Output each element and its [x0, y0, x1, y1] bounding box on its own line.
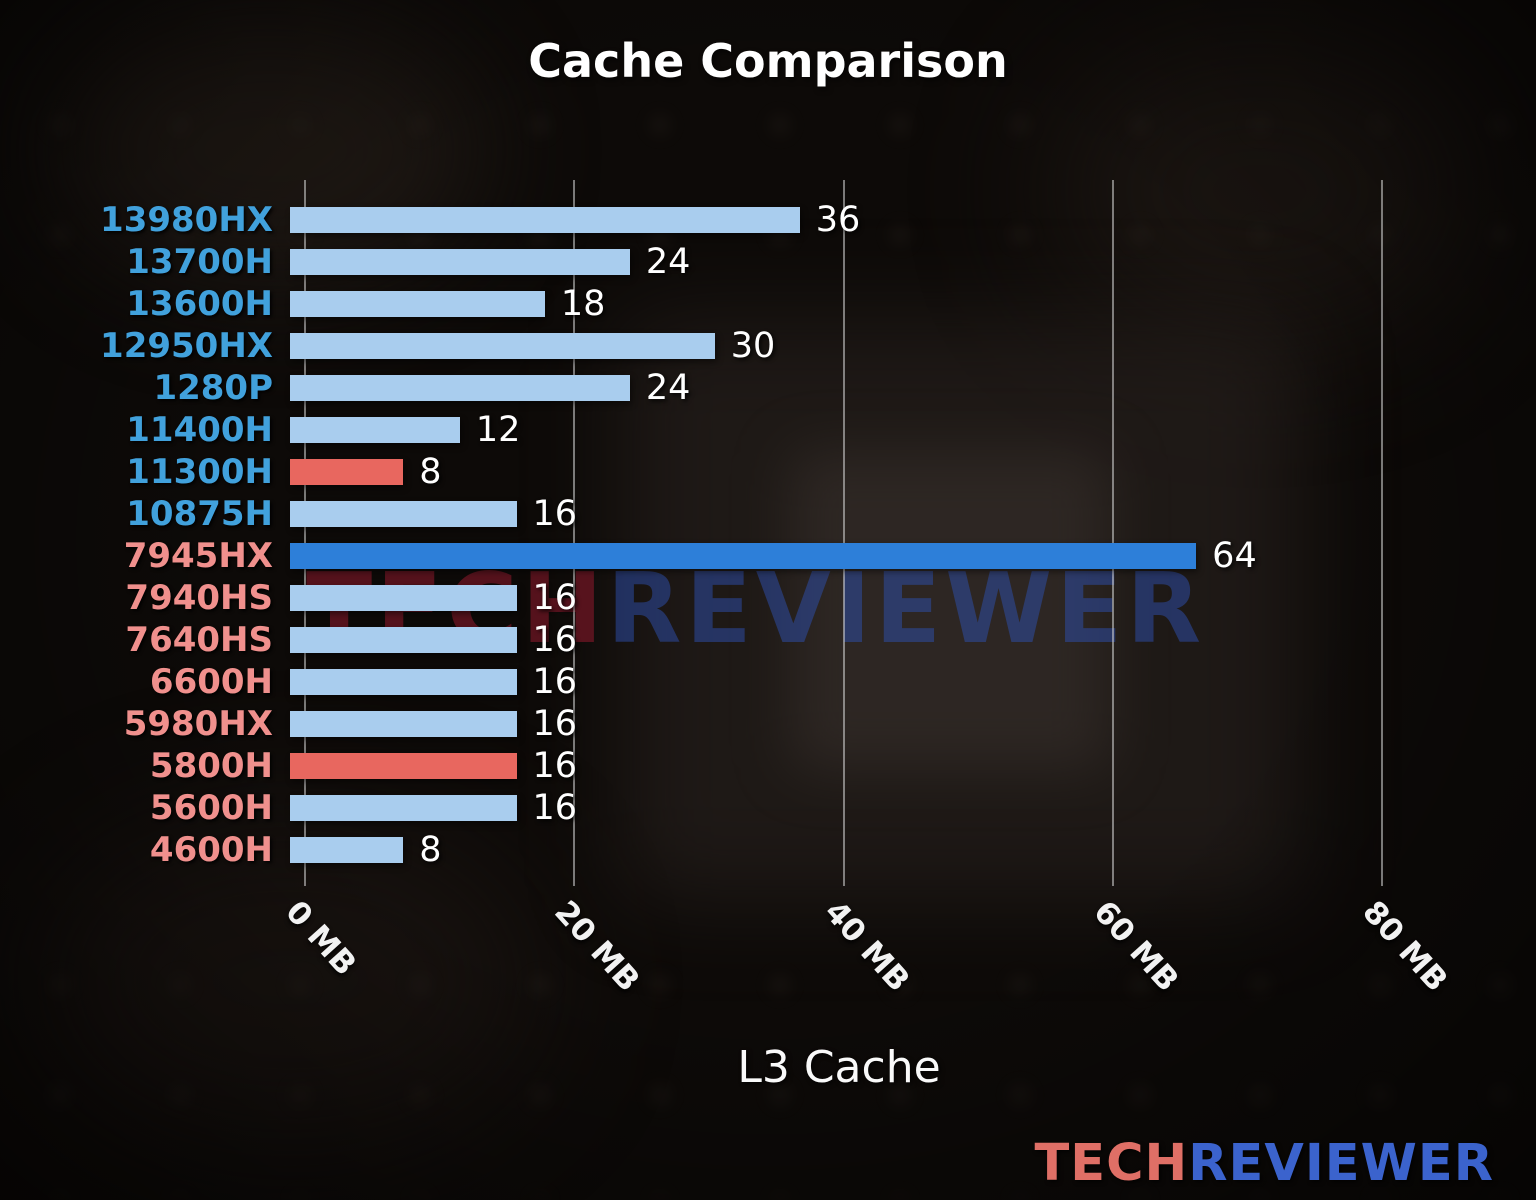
value-label: 16 [532, 578, 578, 618]
bar-row: 4600H 8 [0, 829, 1536, 871]
bar-track: 8 [290, 451, 1536, 493]
bar-track: 18 [290, 283, 1536, 325]
bar-row: 7940HS 16 [0, 577, 1536, 619]
category-label: 7640HS [125, 620, 273, 660]
value-label: 16 [532, 620, 578, 660]
bar-track: 16 [290, 493, 1536, 535]
bar-row: 5980HX 16 [0, 703, 1536, 745]
gridline [1381, 180, 1384, 886]
category-label: 7945HX [123, 536, 273, 576]
bar-track: 16 [290, 787, 1536, 829]
value-label: 64 [1212, 536, 1257, 576]
x-axis-label: L3 Cache [737, 1042, 941, 1093]
bar-7945HX [290, 543, 1197, 569]
bar-13980HX [290, 207, 800, 233]
bar-row: 7640HS 16 [0, 619, 1536, 661]
bar-7940HS [290, 585, 517, 611]
category-label: 4600H [149, 830, 273, 870]
category-label: 5600H [149, 788, 273, 828]
bar-13700H [290, 249, 630, 275]
category-label: 12950HX [100, 326, 273, 366]
gridline [1111, 180, 1114, 886]
bar-row: 13700H 24 [0, 241, 1536, 283]
bar-4600H [290, 837, 404, 863]
category-label: 5800H [149, 746, 273, 786]
gridline [842, 180, 845, 886]
bar-track: 24 [290, 241, 1536, 283]
bar-12950HX [290, 333, 715, 359]
bar-track: 16 [290, 745, 1536, 787]
bar-track: 12 [290, 409, 1536, 451]
category-label: 10875H [126, 494, 273, 534]
bar-row: 11300H 8 [0, 451, 1536, 493]
plot-area: 0 MB 20 MB 40 MB 60 MB 80 MB 13980HX 36 13700H… [0, 180, 1536, 999]
bar-track: 16 [290, 661, 1536, 703]
value-label: 30 [730, 326, 776, 366]
bar-row: 5600H 16 [0, 787, 1536, 829]
bar-row: 12950HX 30 [0, 325, 1536, 367]
bar-5800H [290, 753, 517, 779]
value-label: 24 [645, 242, 691, 282]
value-label: 16 [532, 704, 578, 744]
bar-track: 16 [290, 703, 1536, 745]
bar-5980HX [290, 711, 517, 737]
bar-11400H [290, 417, 460, 443]
category-label: 7940HS [125, 578, 273, 618]
value-label: 8 [419, 452, 442, 492]
bar-track: 16 [290, 577, 1536, 619]
bar-row: 5800H 16 [0, 745, 1536, 787]
bar-track: 24 [290, 367, 1536, 409]
bar-row: 13600H 18 [0, 283, 1536, 325]
bar-track: 8 [290, 829, 1536, 871]
value-label: 8 [419, 830, 442, 870]
gridline [304, 180, 306, 886]
brand-logo: TECHREVIEWER [1034, 1134, 1494, 1193]
bar-7640HS [290, 627, 517, 653]
gridlines: 0 MB 20 MB 40 MB 60 MB 80 MB [278, 180, 1490, 999]
brand-logo-reviewer: REVIEWER [1188, 1134, 1494, 1193]
bar-track: 64 [290, 535, 1536, 577]
bar-10875H [290, 501, 517, 527]
bar-row: 13980HX 36 [0, 199, 1536, 241]
value-label: 16 [532, 494, 578, 534]
value-label: 16 [532, 788, 578, 828]
category-label: 13700H [126, 242, 273, 282]
brand-logo-tech: TECH [1034, 1134, 1189, 1193]
bar-track: 16 [290, 619, 1536, 661]
value-label: 12 [475, 410, 521, 450]
bar-13600H [290, 291, 545, 317]
bar-row: 10875H 16 [0, 493, 1536, 535]
bar-5600H [290, 795, 517, 821]
category-label: 11400H [126, 410, 273, 450]
bar-row: 1280P 24 [0, 367, 1536, 409]
value-label: 18 [560, 284, 606, 324]
bar-track: 36 [290, 199, 1536, 241]
category-label: 13980HX [100, 200, 273, 240]
bar-track: 30 [290, 325, 1536, 367]
gridline [573, 180, 576, 886]
value-label: 24 [645, 368, 691, 408]
category-label: 11300H [126, 452, 273, 492]
bar-row: 6600H 16 [0, 661, 1536, 703]
watermark-reviewer: REVIEWER [606, 552, 1206, 665]
category-label: 1280P [153, 368, 273, 408]
chart-title: Cache Comparison [528, 34, 1008, 88]
bar-row: 11400H 12 [0, 409, 1536, 451]
category-label: 13600H [126, 284, 273, 324]
category-label: 5980HX [123, 704, 273, 744]
bar-1280P [290, 375, 630, 401]
bar-rows: 13980HX 36 13700H 24 13600H 18 12950HX 30 1280P 2… [0, 199, 1536, 871]
value-label: 36 [815, 200, 861, 240]
bar-row: 7945HX 64 [0, 535, 1536, 577]
bar-11300H [290, 459, 404, 485]
value-label: 16 [532, 662, 578, 702]
category-label: 6600H [149, 662, 273, 702]
value-label: 16 [532, 746, 578, 786]
bar-6600H [290, 669, 517, 695]
